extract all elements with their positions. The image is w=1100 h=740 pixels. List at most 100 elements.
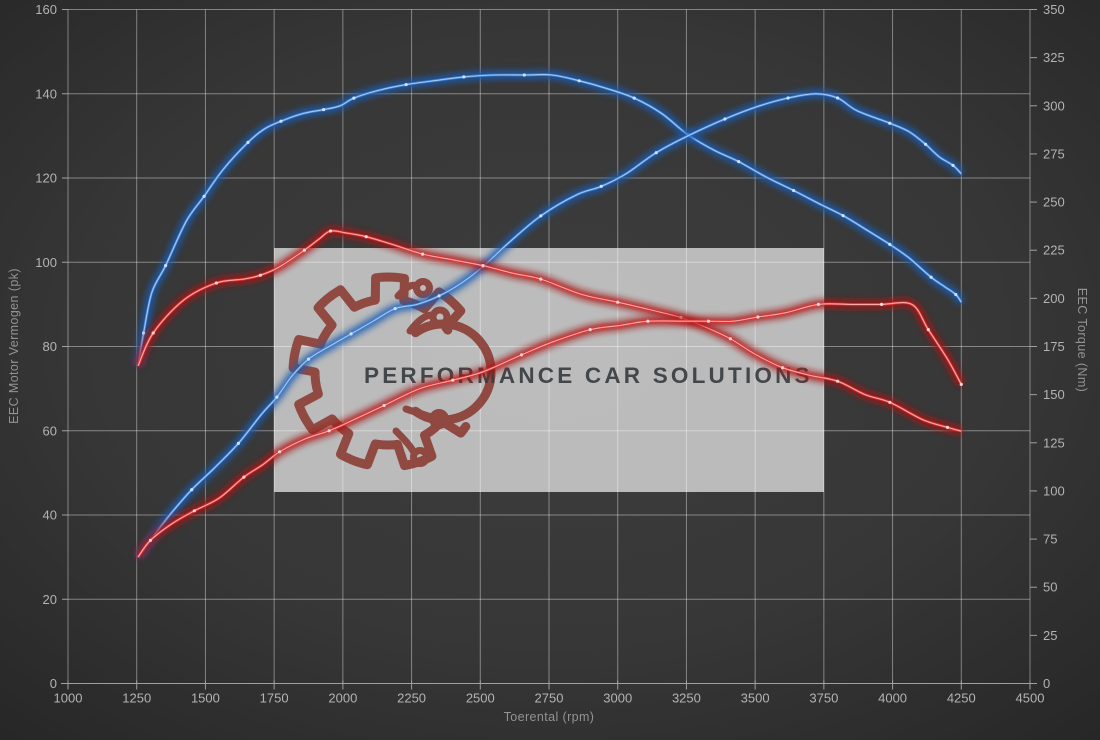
- series-blue-power-marker: [393, 307, 397, 311]
- series-red-torque: [133, 226, 963, 436]
- axis-title-x: Toerental (rpm): [504, 710, 595, 724]
- series-blue-torque-marker: [164, 264, 168, 268]
- series-blue-power-marker: [236, 441, 240, 445]
- series-red-torque-marker: [421, 252, 425, 256]
- axis-y-right-tick-label: 325: [1043, 50, 1065, 65]
- series-blue-power-marker: [275, 395, 279, 399]
- circuit-traces: [392, 278, 451, 467]
- axis-y-right-tick-label: 50: [1043, 580, 1057, 595]
- series-red-torque-marker: [302, 248, 306, 252]
- axis-y-left-tick-label: 0: [50, 676, 57, 691]
- axis-tick-labels: 1000 1250 1500 1750 2000 2250 2500 2750 3000 3250…: [35, 2, 1064, 706]
- axis-y-left-tick-label: 60: [43, 423, 57, 438]
- series-blue-power-marker: [951, 163, 955, 167]
- series-blue-torque-marker: [929, 275, 933, 279]
- series-blue-power-marker: [924, 142, 928, 146]
- series-blue-power-marker: [723, 117, 727, 121]
- axis-x-tick-label: 1250: [122, 691, 151, 706]
- series-red-torque-marker: [258, 273, 262, 277]
- series-layer: [133, 70, 966, 560]
- axis-x-tick-label: 3500: [741, 691, 770, 706]
- axis-y-left-tick-label: 120: [35, 171, 57, 186]
- series-red-power-marker: [519, 353, 524, 357]
- series-blue-power-marker: [599, 184, 603, 188]
- series-red-torque-marker: [888, 400, 892, 404]
- axis-x-tick-label: 2500: [466, 691, 495, 706]
- series-blue-power-marker: [190, 488, 194, 492]
- axis-y-left-tick-label: 160: [35, 2, 57, 17]
- series-blue-torque-marker: [954, 292, 958, 297]
- series-blue-power-marker: [654, 151, 658, 155]
- series-blue-torque-marker: [322, 108, 326, 112]
- series-red-torque-marker: [151, 331, 155, 335]
- series-red-torque-marker: [214, 281, 218, 285]
- series-red-torque-marker: [945, 425, 950, 429]
- series-red-power-core: [137, 302, 962, 558]
- axis-x-tick-label: 2000: [328, 691, 357, 706]
- series-red-power-marker: [959, 382, 963, 386]
- series-red-torque-core: [137, 230, 962, 432]
- series-blue-power-marker: [888, 121, 892, 125]
- series-red-torque-marker: [836, 379, 840, 383]
- series-red-torque-marker: [728, 337, 733, 341]
- axis-x-tick-label: 4250: [947, 691, 976, 706]
- series-red-power-marker: [327, 429, 331, 433]
- series-red-power-marker: [588, 328, 592, 332]
- series-blue-torque: [133, 70, 966, 367]
- series-red-torque-marker: [616, 300, 620, 304]
- axis-y-right-tick-label: 200: [1043, 291, 1065, 306]
- axis-y-right-tick-label: 250: [1043, 195, 1065, 210]
- axis-y-left-tick-label: 140: [35, 86, 57, 101]
- axis-x-tick-label: 3750: [809, 691, 838, 706]
- series-blue-power-marker: [306, 357, 311, 361]
- series-red-power-marker: [880, 302, 884, 306]
- axis-x-tick-label: 3250: [672, 691, 701, 706]
- axis-x-tick-label: 1750: [260, 691, 289, 706]
- series-blue-torque-marker: [577, 79, 581, 83]
- series-red-torque-marker: [328, 229, 333, 233]
- axis-title-y-right: EEC Torque (Nm): [1075, 288, 1089, 392]
- watermark-panel: [274, 248, 824, 492]
- gear-outline: [288, 272, 471, 471]
- series-red-power-marker: [706, 319, 711, 323]
- series-blue-torque-marker: [246, 140, 250, 144]
- axis-y-right-tick-label: 175: [1043, 339, 1065, 354]
- axis-y-left-tick-label: 80: [43, 339, 57, 354]
- axis-y-right-tick-label: 100: [1043, 483, 1065, 498]
- series-blue-power-core: [137, 93, 962, 558]
- series-blue-power-marker: [349, 332, 353, 336]
- axis-y-left-tick-label: 100: [35, 255, 57, 270]
- axis-y-right-tick-label: 350: [1043, 2, 1065, 17]
- series-red-power-marker: [756, 315, 760, 319]
- axis-y-right-tick-label: 25: [1043, 628, 1057, 643]
- axis-y-right-tick-label: 125: [1043, 435, 1065, 450]
- axis-x-tick-label: 3000: [603, 691, 632, 706]
- series-red-power-marker: [242, 475, 246, 479]
- series-red-power-marker: [382, 403, 386, 408]
- axis-y-right-tick-label: 75: [1043, 532, 1057, 547]
- series-blue-power-marker: [786, 96, 790, 100]
- axis-y-right-tick-label: 150: [1043, 387, 1065, 402]
- series-blue-torque-marker: [142, 331, 146, 335]
- series-red-power-marker: [926, 328, 930, 332]
- series-blue-power-marker: [836, 96, 840, 100]
- axis-x-tick-label: 2750: [535, 691, 564, 706]
- series-blue-torque-marker: [522, 73, 526, 77]
- axis-x-tick-label: 4000: [878, 691, 907, 706]
- series-blue-power: [134, 89, 965, 560]
- axis-y-right-tick-label: 0: [1043, 676, 1050, 691]
- series-blue-torque-marker: [737, 160, 741, 164]
- series-blue-torque-marker: [279, 119, 283, 123]
- series-red-power-marker: [451, 378, 455, 382]
- series-blue-torque-marker: [202, 194, 206, 198]
- series-blue-torque-marker: [352, 96, 356, 100]
- axis-title-y-left: EEC Motor Vermogen (pk): [7, 268, 21, 424]
- series-red-torque-marker: [781, 366, 785, 370]
- series-red-power-marker: [148, 538, 153, 542]
- series-red-power-marker: [192, 509, 196, 513]
- axis-x-tick-label: 4500: [1016, 691, 1045, 706]
- series-red-torque-marker: [539, 277, 543, 281]
- series-blue-torque-marker: [632, 96, 636, 100]
- series-blue-torque-marker: [792, 188, 796, 193]
